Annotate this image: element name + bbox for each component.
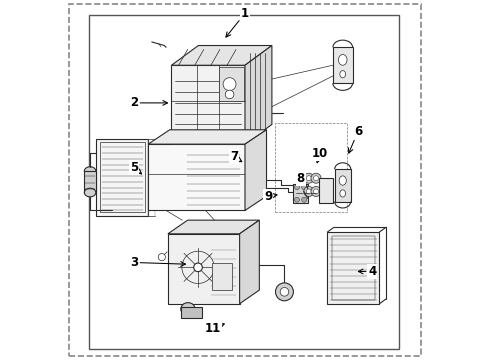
Polygon shape: [245, 45, 272, 144]
Ellipse shape: [84, 167, 96, 175]
Ellipse shape: [306, 176, 311, 181]
Bar: [327, 232, 379, 304]
Bar: [100, 142, 145, 212]
Text: 7: 7: [230, 150, 242, 163]
Polygon shape: [168, 220, 259, 234]
Ellipse shape: [340, 190, 345, 197]
Ellipse shape: [225, 90, 234, 99]
Ellipse shape: [84, 188, 96, 197]
Ellipse shape: [311, 186, 321, 197]
Text: 3: 3: [130, 256, 186, 269]
Bar: [89, 15, 399, 348]
Bar: [332, 235, 375, 300]
Text: 1: 1: [226, 7, 249, 37]
Bar: [335, 169, 351, 202]
Text: 9: 9: [264, 190, 277, 203]
Ellipse shape: [181, 303, 195, 316]
Ellipse shape: [223, 78, 236, 91]
Bar: [212, 263, 232, 290]
Ellipse shape: [302, 197, 307, 202]
Bar: [96, 139, 148, 216]
Text: 11: 11: [205, 322, 224, 335]
Text: 6: 6: [348, 125, 362, 153]
Bar: [172, 65, 245, 144]
Ellipse shape: [302, 185, 307, 190]
Ellipse shape: [304, 173, 314, 183]
Ellipse shape: [314, 176, 318, 181]
Bar: [181, 307, 202, 318]
Ellipse shape: [294, 197, 299, 202]
Bar: [219, 67, 244, 101]
Ellipse shape: [294, 185, 299, 190]
Bar: [275, 123, 347, 212]
Text: 4: 4: [358, 265, 376, 278]
Ellipse shape: [339, 54, 347, 65]
Bar: [148, 144, 245, 211]
Ellipse shape: [280, 288, 289, 296]
Text: 5: 5: [130, 161, 142, 174]
Ellipse shape: [314, 189, 318, 194]
Ellipse shape: [340, 71, 345, 78]
Bar: [168, 234, 240, 304]
Bar: [318, 178, 333, 203]
Text: 2: 2: [130, 96, 168, 109]
Ellipse shape: [306, 189, 311, 194]
Ellipse shape: [339, 176, 346, 185]
Text: 10: 10: [312, 147, 328, 163]
Polygon shape: [245, 130, 267, 211]
Ellipse shape: [194, 263, 202, 272]
Polygon shape: [240, 220, 259, 304]
Ellipse shape: [311, 173, 321, 183]
Bar: [294, 184, 308, 203]
Ellipse shape: [275, 283, 294, 301]
Bar: [84, 171, 96, 193]
Polygon shape: [148, 130, 267, 144]
Ellipse shape: [304, 186, 314, 197]
Bar: [333, 47, 353, 83]
Text: 8: 8: [296, 172, 305, 185]
Polygon shape: [172, 45, 272, 65]
